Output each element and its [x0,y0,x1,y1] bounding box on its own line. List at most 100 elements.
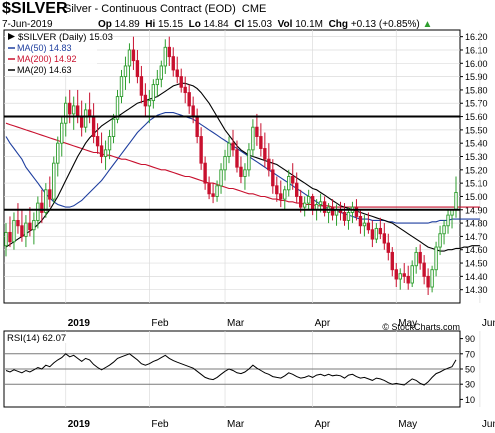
open-label: Op [98,19,112,30]
candle [187,84,191,114]
candle-body [299,196,303,208]
candle-body [115,96,120,120]
candle [374,223,379,244]
candle-body [227,142,231,157]
candle [16,203,20,234]
price-y-tick-label: 15.40 [465,139,488,149]
candle [199,127,203,170]
candle-body [251,126,255,151]
rsi-x-label: Feb [151,419,169,430]
price-y-tick-label: 15.10 [465,179,488,189]
candle-body [235,149,239,168]
candle-body [175,69,179,78]
candle-body [171,56,175,71]
candle-body [48,189,52,200]
candle-body [239,166,243,177]
candle [382,223,387,250]
candle [131,36,136,70]
candle-body [287,176,291,191]
quote-line: Op 14.89 Hi 15.15 Lo 14.84 Cl 15.03 Vol … [98,19,432,30]
candle-body [183,86,187,94]
candle [346,207,351,230]
candle-body [159,65,163,80]
candle [40,189,44,224]
close-value: 15.03 [247,19,273,30]
candle [291,163,295,190]
candle-body [219,169,223,187]
price-y-tick-label: 15.90 [465,72,488,82]
rsi-legend-title: RSI(14) 62.07 [7,333,66,344]
ma-line-ma200 [5,122,480,208]
candle-body [354,206,359,217]
candle-body [402,273,406,277]
candle-body [107,136,112,151]
candle [247,143,251,177]
candle-body [179,76,183,88]
candle-body [442,225,446,235]
candle-body [430,269,434,288]
candle [227,136,231,164]
candle [430,265,434,293]
price-y-tick-label: 14.80 [465,219,488,229]
candle [36,196,40,229]
candle [267,143,271,177]
candle-body [72,105,76,115]
candle-body [318,201,323,205]
candle-body [211,193,215,197]
candle [342,203,347,226]
candle-body [215,185,219,197]
candle-body [199,136,203,164]
candle [135,49,140,84]
candle [442,220,446,245]
candle [219,163,223,194]
candle-body [382,233,387,244]
candle [394,263,398,288]
candle [275,176,279,202]
candle-body [91,116,96,137]
rsi-y-tick-label: 70 [465,349,475,359]
candle-body [306,196,311,204]
low-value: 14.84 [203,19,229,30]
candle [159,60,163,88]
candle-body [406,275,410,284]
symbol-title: $SILVER [2,0,68,17]
candle [426,268,430,296]
candle-body [195,116,199,137]
candle [107,129,112,160]
candle [295,172,299,204]
candle [151,79,156,109]
high-label: Hi [145,19,156,30]
candle [179,68,183,93]
candle-body [163,46,167,67]
price-y-tick-label: 15.20 [465,165,488,175]
candle [366,212,371,234]
candle [72,96,76,130]
candle [44,183,48,218]
candle-body [99,145,104,157]
price-y-tick-label: 15.30 [465,152,488,162]
symbol-description: Silver - Continuous Contract (EOD) CME [64,3,266,15]
candle-body [295,182,299,197]
candle-body [410,265,414,284]
price-plot-area [3,29,461,304]
candle-body [275,185,279,195]
candle-body [271,169,275,187]
candle-body [36,202,40,221]
candle [414,247,418,274]
candle [402,263,406,284]
candle [167,36,171,66]
price-x-label: 2019 [68,318,91,329]
candle-body [60,122,64,144]
candle-body [123,65,128,78]
price-y-tick-label: 14.60 [465,245,488,255]
legend-title: $SILVER (Daily) 15.03 [18,32,113,43]
candle [243,163,247,190]
candle [306,189,311,210]
legend-entry: MA(50) 14.83 [17,43,72,53]
candle [302,196,307,217]
rsi-x-label: 2019 [68,419,91,430]
candle [299,189,303,213]
candle-body [283,189,287,200]
candle [362,215,367,237]
